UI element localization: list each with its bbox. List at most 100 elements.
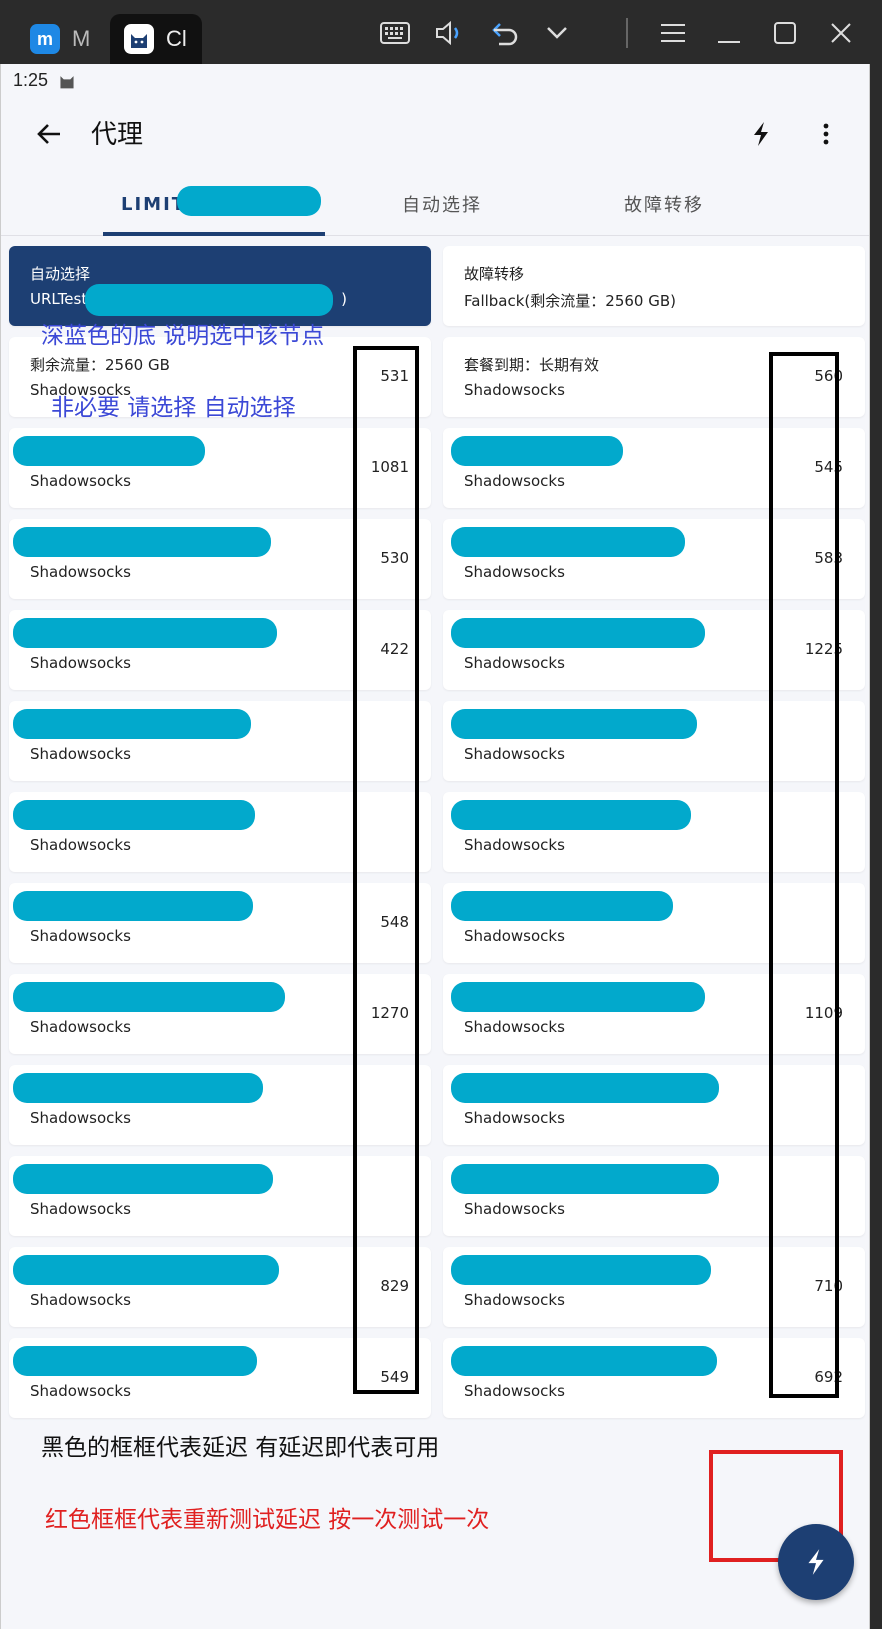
top-app-bar: 代理 xyxy=(1,104,869,164)
proxy-delay: 1109 xyxy=(804,1004,843,1022)
tab-label: 故障转移 xyxy=(624,195,704,216)
redaction-mark xyxy=(13,1346,257,1376)
proxy-card[interactable]: Shadowsocks 548 xyxy=(9,883,431,963)
redaction-mark xyxy=(451,891,673,921)
proxy-delay: 1270 xyxy=(370,1004,409,1022)
proxy-card[interactable]: Shadowsocks 1225 xyxy=(443,610,865,690)
status-bar: 1:25 xyxy=(13,70,76,91)
proxy-card[interactable]: Shadowsocks xyxy=(443,701,865,781)
proxy-card[interactable]: Shadowsocks 549 xyxy=(9,1338,431,1418)
proxy-type: Shadowsocks xyxy=(30,472,131,490)
redaction-mark xyxy=(85,284,333,316)
proxy-type: Shadowsocks xyxy=(30,563,131,581)
test-delay-button[interactable] xyxy=(743,116,779,152)
proxy-type: Shadowsocks xyxy=(464,654,565,672)
delay-highlight-box-left xyxy=(353,346,419,1394)
proxy-card[interactable]: Shadowsocks 422 xyxy=(9,610,431,690)
tab-limit[interactable]: LIMIT xyxy=(103,172,325,236)
redaction-mark xyxy=(451,1346,717,1376)
proxy-card[interactable]: Shadowsocks 583 xyxy=(443,519,865,599)
menu-icon[interactable] xyxy=(656,16,690,50)
proxy-type: Shadowsocks xyxy=(464,1109,565,1127)
proxy-card[interactable]: Shadowsocks xyxy=(443,1156,865,1236)
proxy-card[interactable]: 剩余流量：2560 GB Shadowsocks 531 xyxy=(9,337,431,417)
redaction-mark xyxy=(451,800,691,830)
window-tab-label: Cl xyxy=(166,26,187,51)
proxy-card[interactable]: Shadowsocks xyxy=(9,701,431,781)
proxy-type: Shadowsocks xyxy=(464,745,565,763)
window-tab-1[interactable]: m M xyxy=(16,14,108,64)
proxy-type: Shadowsocks xyxy=(30,1109,131,1127)
lightning-icon xyxy=(754,122,768,146)
more-vert-icon xyxy=(823,123,829,145)
proxy-card[interactable]: Shadowsocks 545 xyxy=(443,428,865,508)
proxy-name: 剩余流量：2560 GB xyxy=(30,356,170,374)
app-m-icon: m xyxy=(30,24,60,54)
chevron-down-icon[interactable] xyxy=(540,16,574,50)
undo-icon[interactable] xyxy=(488,16,522,50)
redaction-mark xyxy=(451,982,705,1012)
proxy-type: Shadowsocks xyxy=(464,1018,565,1036)
retest-delay-fab[interactable] xyxy=(778,1524,854,1600)
proxy-type: Shadowsocks xyxy=(30,1382,131,1400)
proxy-delay: 422 xyxy=(380,640,409,658)
window-tab-2[interactable]: Cl xyxy=(110,14,202,64)
proxy-card[interactable]: Shadowsocks 1081 xyxy=(9,428,431,508)
keyboard-icon[interactable] xyxy=(378,16,412,50)
proxy-type: Shadowsocks xyxy=(30,1200,131,1218)
tab-auto-select[interactable]: 自动选择 xyxy=(331,172,553,236)
window-titlebar: m M Cl xyxy=(0,0,882,64)
redaction-mark xyxy=(13,1073,263,1103)
proxy-delay: 531 xyxy=(380,367,409,385)
redaction-mark xyxy=(177,186,321,216)
annotation-selected: 深蓝色的底 说明选中该节点 xyxy=(41,323,325,349)
proxy-card[interactable]: Shadowsocks 692 xyxy=(443,1338,865,1418)
minimize-icon[interactable] xyxy=(712,16,746,50)
proxy-group-tabs: LIMIT 自动选择 故障转移 xyxy=(1,172,869,236)
proxy-card[interactable]: Shadowsocks xyxy=(9,1156,431,1236)
proxy-card[interactable]: Shadowsocks xyxy=(443,1065,865,1145)
proxy-name: 套餐到期：长期有效 xyxy=(464,356,600,374)
volume-icon[interactable] xyxy=(432,16,466,50)
proxy-card[interactable]: Shadowsocks 1109 xyxy=(443,974,865,1054)
proxy-type: Shadowsocks xyxy=(464,472,565,490)
proxy-card[interactable]: Shadowsocks 1270 xyxy=(9,974,431,1054)
close-icon[interactable] xyxy=(824,16,858,50)
redaction-mark xyxy=(13,982,285,1012)
proxy-card[interactable]: 故障转移 Fallback(剩余流量：2560 GB) xyxy=(443,246,865,326)
redaction-mark xyxy=(451,527,685,557)
cat-status-icon xyxy=(60,75,74,88)
proxy-card[interactable]: Shadowsocks 829 xyxy=(9,1247,431,1327)
proxy-card[interactable]: Shadowsocks 530 xyxy=(9,519,431,599)
redaction-mark xyxy=(13,1164,273,1194)
proxy-type: Shadowsocks xyxy=(464,1382,565,1400)
proxy-delay: 549 xyxy=(380,1368,409,1386)
maximize-icon[interactable] xyxy=(768,16,802,50)
proxy-type: URLTest() xyxy=(30,290,347,308)
proxy-card[interactable]: 套餐到期：长期有效 Shadowsocks 560 xyxy=(443,337,865,417)
proxy-card[interactable]: Shadowsocks xyxy=(9,1065,431,1145)
redaction-mark xyxy=(451,436,623,466)
proxy-type: Shadowsocks xyxy=(30,927,131,945)
proxy-type: Shadowsocks xyxy=(464,1291,565,1309)
proxy-type: Shadowsocks xyxy=(30,745,131,763)
proxy-card[interactable]: Shadowsocks xyxy=(443,792,865,872)
page-title: 代理 xyxy=(91,120,144,150)
proxy-card-selected[interactable]: 自动选择 URLTest() xyxy=(9,246,431,326)
proxy-name: 故障转移 xyxy=(464,265,525,283)
back-button[interactable] xyxy=(29,114,69,154)
more-options-button[interactable] xyxy=(811,116,841,152)
proxy-name: 自动选择 xyxy=(30,265,91,283)
redaction-mark xyxy=(13,436,205,466)
annotation-delay: 黑色的框框代表延迟 有延迟即代表可用 xyxy=(41,1435,440,1461)
proxy-type: Shadowsocks xyxy=(30,1018,131,1036)
app-cat-icon xyxy=(124,24,154,54)
proxy-card[interactable]: Shadowsocks xyxy=(9,792,431,872)
delay-highlight-box-right xyxy=(769,352,839,1398)
proxy-type: Shadowsocks xyxy=(464,836,565,854)
proxy-card[interactable]: Shadowsocks xyxy=(443,883,865,963)
proxy-card[interactable]: Shadowsocks 710 xyxy=(443,1247,865,1327)
proxy-delay: 548 xyxy=(380,913,409,931)
redaction-mark xyxy=(451,709,697,739)
tab-fallback[interactable]: 故障转移 xyxy=(553,172,775,236)
